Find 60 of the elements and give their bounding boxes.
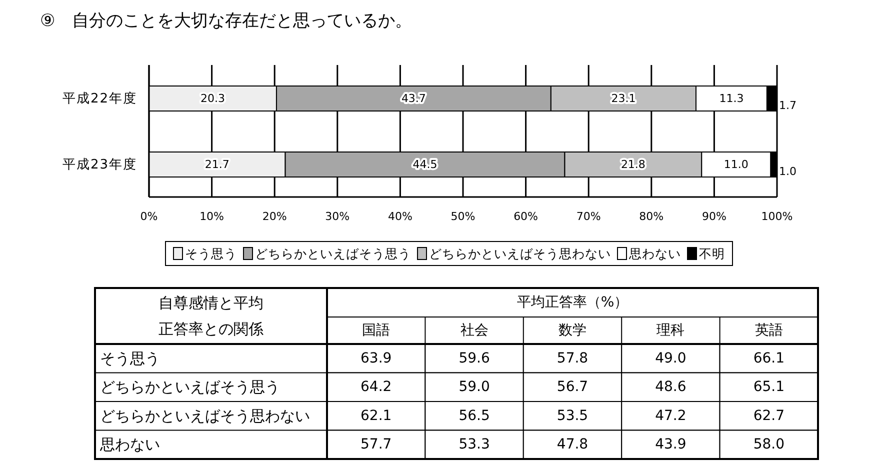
y-tick-label: 思わない: [99, 436, 160, 454]
y-tick-label: 平成23年度: [62, 156, 137, 173]
data-label: 20.3: [200, 92, 225, 105]
data-label: 43.7: [401, 92, 426, 105]
data-label: 21.8: [620, 158, 646, 171]
data-label: 48.6: [655, 379, 686, 396]
data-label: 53.3: [458, 436, 490, 453]
data-label: 64.2: [360, 379, 392, 396]
data-label: 23.1: [611, 92, 636, 105]
data-label: 59.6: [458, 350, 490, 366]
data-label: 63.9: [360, 350, 392, 366]
x-tick-label: 60%: [514, 210, 538, 223]
x-tick-label: 数学: [558, 322, 586, 338]
x-tick-label: 70%: [576, 210, 601, 223]
data-label: 1.7: [779, 99, 796, 112]
y-tick-label: どちらかといえばそう思わない: [100, 406, 310, 425]
legend-label: 思わない: [629, 245, 681, 262]
data-label: 65.1: [753, 379, 784, 396]
x-tick-label: 20%: [262, 210, 287, 223]
x-tick-label: 理科: [656, 322, 685, 338]
x-tick-label: 100%: [761, 210, 793, 223]
data-label: 1.0: [779, 165, 796, 178]
data-label: 57.8: [556, 350, 588, 366]
x-tick-label: 80%: [639, 210, 664, 223]
data-label: 21.7: [204, 158, 230, 171]
x-tick-label: 30%: [325, 210, 350, 223]
data-label: 49.0: [655, 350, 686, 366]
legend-label: どちらかといえばそう思う: [255, 245, 411, 262]
legend-label: そう思う: [185, 245, 237, 262]
data-label: 47.2: [655, 408, 686, 424]
x-tick-label: 90%: [702, 210, 726, 223]
x-tick-label: 10%: [200, 210, 224, 223]
chart-title: 平均正答率（%）: [516, 294, 628, 310]
data-label: 59.0: [458, 379, 490, 396]
y-tick-label: どちらかといえばそう思う: [100, 378, 280, 396]
data-label: 66.1: [753, 350, 784, 366]
data-label: 11.0: [724, 158, 748, 171]
x-tick-label: 0%: [140, 210, 158, 223]
y-axis-title: 自尊感情と平均正答率との関係: [158, 294, 264, 338]
data-label: 62.7: [753, 408, 784, 424]
data-label: 58.0: [753, 436, 784, 453]
data-label: 43.9: [655, 436, 686, 453]
legend-label: 不明: [699, 245, 725, 262]
data-label: 11.3: [719, 92, 744, 105]
data-label: 44.5: [412, 158, 438, 171]
data-label: 53.5: [556, 408, 588, 424]
data-label: 56.5: [458, 408, 490, 424]
chart-title: ⑨ 自分のことを大切な存在だと思っているか。: [40, 11, 412, 31]
y-tick-label: そう思う: [100, 349, 160, 368]
x-tick-label: 40%: [388, 210, 412, 223]
data-label: 57.7: [360, 436, 392, 453]
x-tick-label: 英語: [754, 322, 783, 338]
x-tick-label: 社会: [460, 322, 488, 338]
legend-label: どちらかといえばそう思わない: [429, 245, 611, 262]
data-label: 56.7: [556, 379, 588, 396]
y-tick-label: 平成22年度: [62, 90, 137, 107]
data-label: 47.8: [556, 436, 588, 453]
x-tick-label: 50%: [450, 210, 476, 223]
data-label: 62.1: [360, 408, 392, 424]
x-tick-label: 国語: [362, 322, 390, 338]
